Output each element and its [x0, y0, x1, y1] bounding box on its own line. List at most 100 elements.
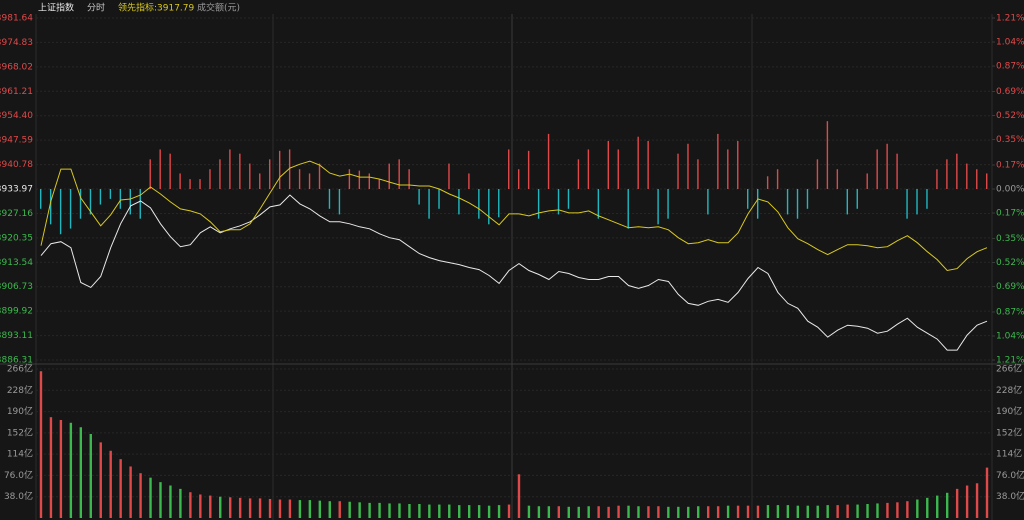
volume-tick-label-right: 190亿 — [996, 405, 1022, 417]
volume-bar — [408, 503, 411, 518]
deviation-bar — [199, 179, 201, 189]
volume-bar — [507, 504, 511, 518]
deviation-bar — [209, 169, 211, 189]
volume-bar — [467, 505, 471, 518]
volume-bar — [258, 498, 262, 518]
deviation-bar — [846, 189, 849, 215]
volume-bar — [916, 499, 919, 518]
deviation-bar — [876, 149, 878, 189]
y2-tick-label: 0.69% — [996, 282, 1024, 292]
volume-tick-label-right: 228亿 — [996, 384, 1022, 396]
volume-bar — [228, 497, 232, 518]
volume-bar — [776, 505, 780, 518]
deviation-bar — [677, 153, 679, 189]
deviation-bar — [707, 189, 709, 215]
volume-bar — [438, 504, 441, 518]
volume-bar — [746, 505, 750, 518]
deviation-bar — [408, 169, 410, 189]
volume-bar — [129, 466, 132, 518]
volume-bar — [955, 488, 959, 518]
chart-title: 上证指数 — [38, 2, 74, 14]
volume-bar — [567, 506, 570, 518]
volume-bar — [69, 422, 73, 518]
volume-bar — [906, 501, 909, 518]
y-tick-label: 3886.31 — [0, 356, 33, 366]
y2-tick-label: 0.00% — [996, 185, 1024, 195]
volume-bar — [856, 504, 859, 518]
volume-bar — [159, 482, 162, 518]
volume-bar — [806, 505, 809, 518]
volume-bar — [448, 504, 451, 518]
deviation-bar — [547, 133, 550, 189]
volume-bar — [697, 506, 700, 518]
deviation-bar — [627, 189, 629, 229]
y2-tick-label: 1.21% — [996, 356, 1024, 366]
volume-tick-label-right: 152亿 — [996, 426, 1022, 438]
deviation-bar — [607, 140, 610, 189]
volume-bar — [79, 427, 83, 518]
volume-bar — [288, 499, 292, 518]
deviation-bar — [179, 173, 181, 189]
deviation-bar — [597, 189, 600, 219]
volume-bar — [199, 494, 202, 518]
volume-bar — [248, 498, 252, 518]
deviation-bar — [886, 143, 888, 189]
deviation-bar — [269, 159, 271, 189]
deviation-bar — [418, 189, 420, 205]
y2-tick-label: 1.04% — [996, 331, 1024, 341]
deviation-bar — [747, 189, 749, 209]
y2-tick-label: 0.35% — [996, 234, 1024, 244]
deviation-bar — [657, 189, 659, 225]
volume-tick-label-right: 266亿 — [996, 363, 1022, 375]
volume-bar — [547, 506, 551, 518]
deviation-bar — [149, 159, 151, 189]
volume-bar — [886, 502, 889, 518]
y2-tick-label: 1.04% — [996, 38, 1024, 48]
volume-bar — [617, 505, 620, 518]
deviation-bar — [866, 173, 868, 189]
volume-bar — [39, 371, 43, 518]
volume-bar — [119, 459, 122, 518]
deviation-bar — [727, 149, 729, 189]
y-tick-label: 3961.21 — [0, 87, 33, 97]
deviation-bar — [567, 189, 570, 209]
y-tick-label: 3974.83 — [0, 38, 33, 48]
volume-bar — [388, 503, 391, 518]
deviation-bar — [667, 189, 669, 219]
y-tick-label: 3940.78 — [0, 160, 33, 170]
deviation-bar — [308, 173, 311, 189]
volume-bar — [109, 450, 112, 518]
deviation-bar — [358, 170, 361, 189]
volume-bar — [139, 473, 142, 518]
deviation-bar — [577, 159, 580, 189]
volume-bar — [597, 506, 600, 518]
deviation-bar — [796, 189, 799, 219]
volume-bar — [716, 506, 720, 518]
deviation-bar — [488, 189, 490, 225]
deviation-bar — [517, 169, 520, 189]
deviation-bar — [378, 179, 380, 189]
deviation-bar — [816, 159, 819, 189]
volume-bar — [428, 504, 431, 518]
y2-tick-label: 0.35% — [996, 135, 1024, 145]
deviation-bar — [717, 133, 719, 189]
volume-bar — [189, 492, 192, 518]
deviation-bar — [976, 169, 978, 189]
volume-tick-label-right: 76.0亿 — [996, 469, 1024, 481]
volume-bar — [975, 483, 979, 518]
deviation-bar — [229, 149, 231, 189]
volume-tick-label: 228亿 — [7, 384, 33, 396]
volume-bar — [836, 505, 839, 518]
volume-bar — [647, 506, 650, 518]
deviation-bar — [169, 153, 171, 189]
deviation-bar — [328, 189, 331, 209]
volume-bar — [268, 498, 272, 518]
volume-bar — [238, 497, 242, 518]
deviation-bar — [49, 189, 52, 225]
volume-tick-label: 152亿 — [7, 426, 33, 438]
deviation-bar — [637, 136, 639, 189]
deviation-bar — [786, 189, 789, 215]
y-tick-label: 3968.02 — [0, 62, 33, 72]
volume-bar — [557, 506, 561, 518]
volume-bar — [786, 505, 790, 518]
